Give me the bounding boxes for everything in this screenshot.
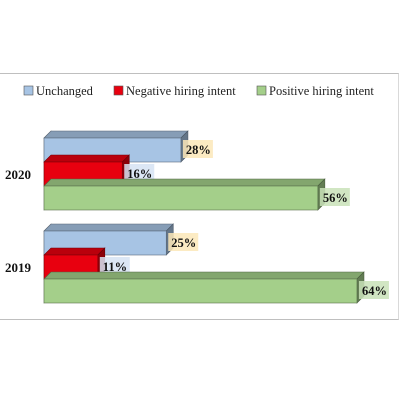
legend-swatch: [23, 85, 34, 96]
bar-top-face: [43, 271, 365, 280]
legend-label: Negative hiring intent: [126, 84, 236, 98]
bar: [43, 178, 326, 211]
bar-top-face: [43, 247, 106, 256]
legend-item: Unchanged: [23, 84, 94, 98]
data-label: 56%: [323, 191, 348, 205]
bar-top-face: [43, 178, 326, 187]
legend-label: Unchanged: [36, 84, 94, 98]
data-label-box: [168, 233, 199, 251]
category-label: 2020: [5, 167, 31, 182]
data-label-box: [99, 257, 130, 275]
data-label-box: [319, 188, 350, 206]
data-label-box: [358, 281, 389, 299]
data-label-box: [124, 164, 155, 182]
bar-front-face: [43, 278, 358, 304]
legend-label: Positive hiring intent: [269, 84, 374, 98]
data-label: 64%: [362, 284, 387, 298]
legend-item: Negative hiring intent: [113, 84, 236, 98]
bar-top-face: [43, 154, 130, 163]
legend-item: Positive hiring intent: [256, 84, 374, 98]
legend-swatch: [113, 85, 124, 96]
bar-top-face: [43, 223, 174, 232]
data-label-box: [182, 140, 213, 158]
bar-top-face: [43, 130, 189, 139]
data-label: 25%: [171, 236, 196, 250]
data-label: 11%: [103, 260, 127, 274]
chart-frame: [0, 73, 399, 320]
data-label: 28%: [186, 143, 211, 157]
bar-front-face: [43, 185, 319, 211]
legend-swatch: [256, 85, 267, 96]
legend: Unchanged Negative hiring intent Positive …: [23, 84, 374, 98]
category-label: 2019: [5, 260, 32, 275]
bar: [43, 271, 365, 304]
data-label: 16%: [127, 167, 152, 181]
